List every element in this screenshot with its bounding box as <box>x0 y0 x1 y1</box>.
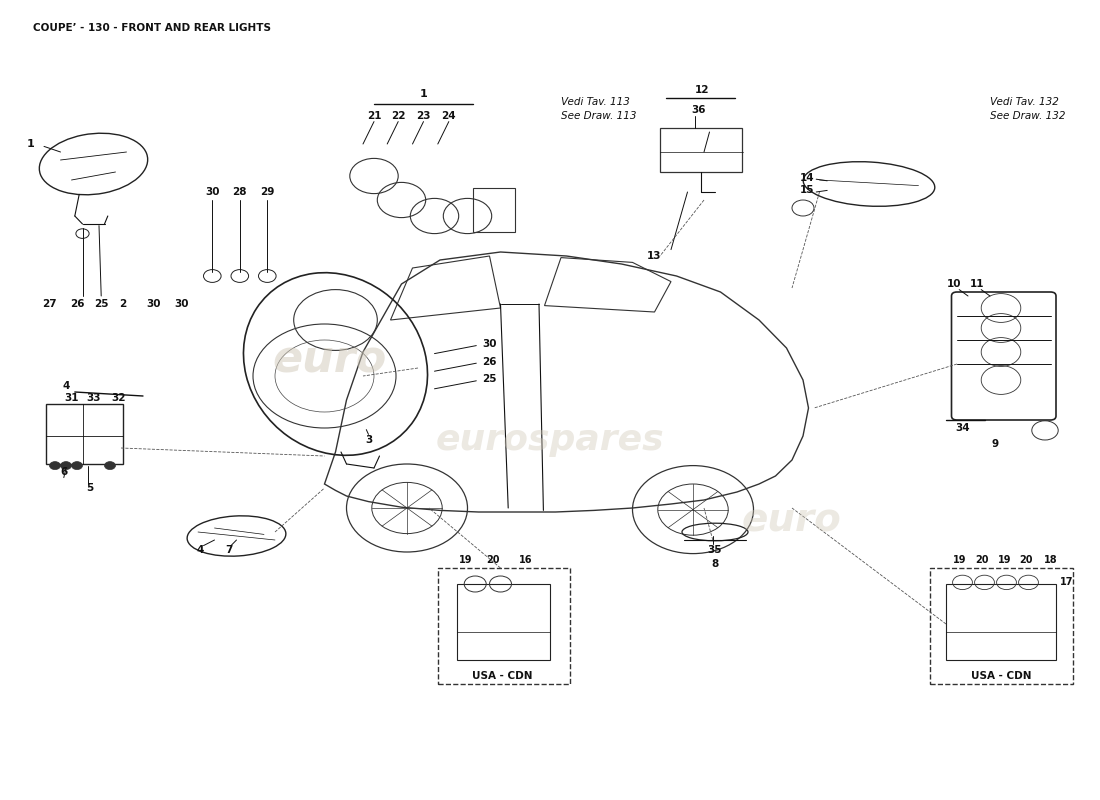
Text: 19: 19 <box>953 555 966 565</box>
Circle shape <box>60 462 72 470</box>
Text: 4: 4 <box>197 546 204 555</box>
Text: 6: 6 <box>60 467 67 477</box>
Text: 17: 17 <box>1060 578 1074 587</box>
Text: 3: 3 <box>365 435 372 445</box>
Text: 10: 10 <box>946 279 961 289</box>
Text: 30: 30 <box>205 187 220 197</box>
Text: 34: 34 <box>955 423 970 433</box>
Text: 12: 12 <box>694 86 710 95</box>
Text: 16: 16 <box>519 555 532 565</box>
Text: 26: 26 <box>482 357 497 366</box>
Text: 20: 20 <box>976 555 989 565</box>
Text: See Draw. 132: See Draw. 132 <box>990 111 1066 121</box>
Text: 9: 9 <box>992 439 999 449</box>
Text: 30: 30 <box>146 299 162 309</box>
Circle shape <box>72 462 82 470</box>
Text: 20: 20 <box>1020 555 1033 565</box>
Text: 14: 14 <box>800 173 814 182</box>
Text: euro: euro <box>742 501 842 539</box>
Text: Vedi Tav. 132: Vedi Tav. 132 <box>990 98 1059 107</box>
Text: 30: 30 <box>174 299 189 309</box>
Text: 1: 1 <box>419 90 428 99</box>
Text: 18: 18 <box>1044 555 1057 565</box>
Text: 36: 36 <box>691 106 706 115</box>
Text: 23: 23 <box>416 111 431 121</box>
Text: 33: 33 <box>86 393 101 402</box>
Text: 27: 27 <box>42 299 57 309</box>
Circle shape <box>104 462 116 470</box>
Text: 32: 32 <box>111 393 126 402</box>
Text: 8: 8 <box>712 559 718 569</box>
Text: 35: 35 <box>707 546 723 555</box>
Text: 25: 25 <box>94 299 109 309</box>
Text: 21: 21 <box>366 111 382 121</box>
Text: 13: 13 <box>647 251 662 261</box>
Text: See Draw. 113: See Draw. 113 <box>561 111 637 121</box>
Text: USA - CDN: USA - CDN <box>473 671 534 681</box>
Text: 15: 15 <box>800 186 814 195</box>
Text: 24: 24 <box>441 111 456 121</box>
Text: 19: 19 <box>459 555 472 565</box>
Circle shape <box>50 462 60 470</box>
Text: 1: 1 <box>26 139 35 149</box>
Text: 29: 29 <box>260 187 275 197</box>
Text: 11: 11 <box>969 279 984 289</box>
Text: 7: 7 <box>226 546 232 555</box>
Text: 20: 20 <box>486 555 499 565</box>
Text: Vedi Tav. 113: Vedi Tav. 113 <box>561 98 630 107</box>
Text: 25: 25 <box>482 374 497 384</box>
Text: 19: 19 <box>998 555 1011 565</box>
Text: COUPE’ - 130 - FRONT AND REAR LIGHTS: COUPE’ - 130 - FRONT AND REAR LIGHTS <box>33 23 271 33</box>
Text: 5: 5 <box>87 483 94 493</box>
Text: 30: 30 <box>482 339 497 349</box>
Text: 31: 31 <box>64 393 79 402</box>
Text: 28: 28 <box>232 187 248 197</box>
Text: euro: euro <box>273 338 387 382</box>
Text: 26: 26 <box>69 299 85 309</box>
Text: 2: 2 <box>120 299 127 309</box>
Text: 22: 22 <box>390 111 406 121</box>
Text: eurospares: eurospares <box>436 423 664 457</box>
Text: USA - CDN: USA - CDN <box>970 671 1032 681</box>
Text: 4: 4 <box>63 381 69 390</box>
